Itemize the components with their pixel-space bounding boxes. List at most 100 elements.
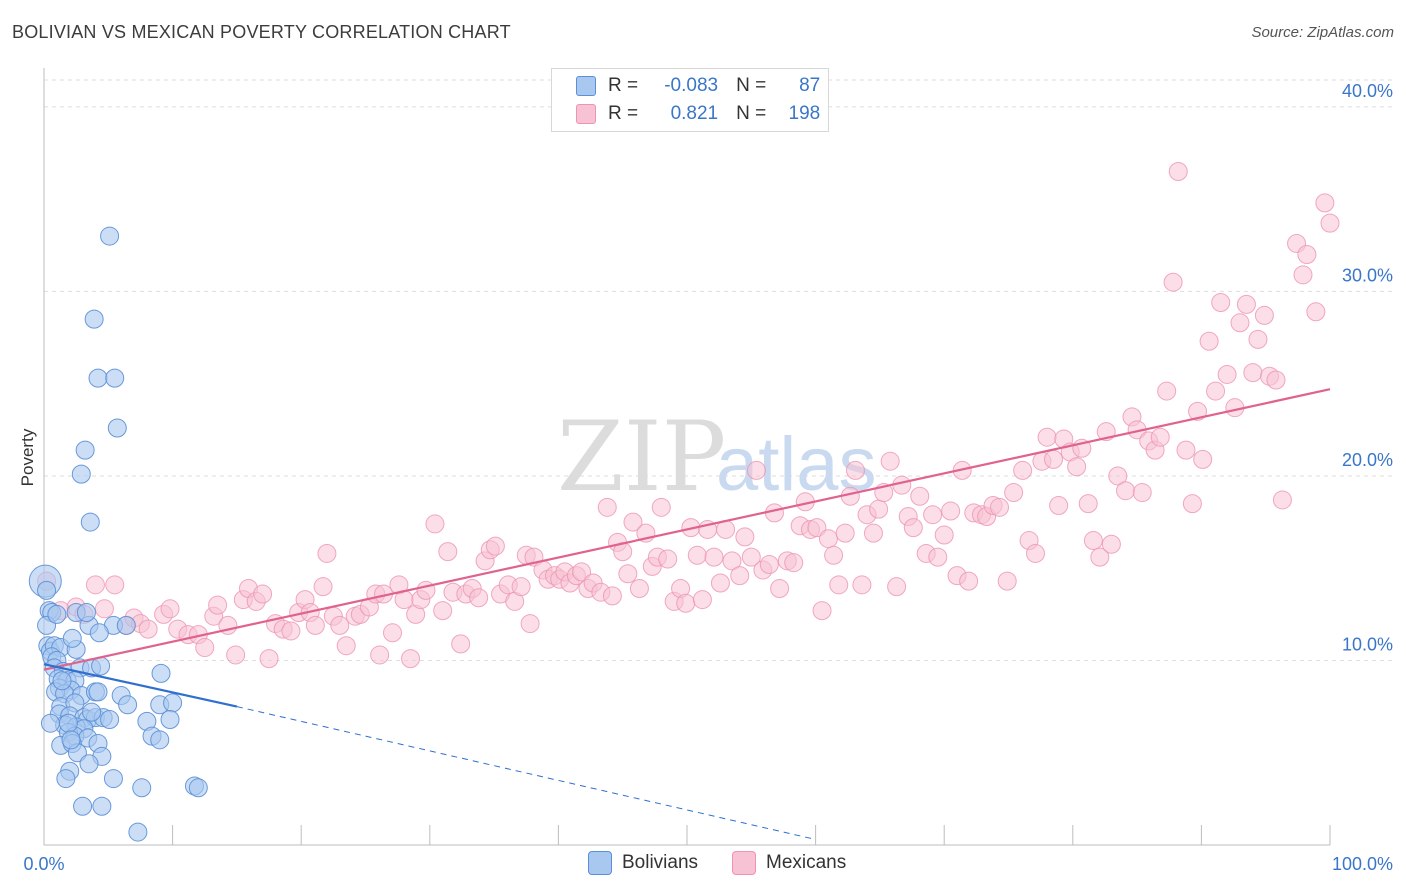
mexicans-point	[1049, 495, 1069, 515]
mexicans-point	[85, 575, 105, 595]
mexicans-point	[1211, 293, 1231, 312]
mexicans-point	[438, 542, 458, 562]
mexicans-point	[401, 649, 421, 669]
mexicans-point	[1230, 313, 1250, 333]
mexicans-point	[824, 545, 844, 565]
mexicans-point	[903, 518, 923, 538]
bolivians-point	[92, 796, 112, 816]
mexicans-point	[1320, 213, 1340, 233]
mexicans-trend-line	[43, 388, 1331, 671]
mexicans-point	[138, 619, 158, 639]
bolivians-point	[62, 628, 82, 648]
mexicans-label: Mexicans	[766, 852, 847, 873]
mexicans-point	[602, 586, 622, 606]
bolivians-point	[73, 796, 93, 816]
mexicans-point	[253, 584, 273, 604]
bolivians-point	[40, 713, 60, 733]
series-legend-bolivians[interactable]: Bolivians	[588, 851, 698, 875]
mexicans-point	[910, 486, 930, 506]
mexicans-point	[370, 645, 390, 665]
legend-n-label: N =	[736, 75, 767, 96]
mexicans-point	[989, 497, 1009, 517]
mexicans-point	[807, 518, 827, 538]
mexicans-point	[330, 615, 350, 635]
mexicans-point	[1272, 490, 1292, 510]
bolivians-point	[128, 822, 148, 842]
mexicans-point	[629, 579, 649, 599]
mexicans-point	[623, 512, 643, 532]
mexicans-point	[597, 497, 617, 517]
mexicans-point	[759, 555, 779, 575]
mexicans-point	[1206, 381, 1226, 401]
mexicans-point	[195, 638, 215, 658]
mexicans-point	[1083, 531, 1103, 551]
mexicans-point	[812, 601, 832, 621]
mexicans-point	[1108, 466, 1128, 486]
mexicans-point	[425, 514, 445, 534]
mexicans-point	[105, 575, 125, 595]
legend-r-label: R =	[608, 75, 639, 96]
bolivians-label: Bolivians	[622, 852, 699, 873]
mexicans-point	[651, 497, 671, 517]
mexicans-point	[94, 599, 114, 619]
mexicans-point	[1199, 331, 1219, 351]
x-tick-label: 100.0%	[1332, 854, 1393, 874]
mexicans-point	[1293, 265, 1313, 285]
mexicans-point	[928, 547, 948, 567]
bolivians-swatch	[588, 851, 612, 875]
legend-swatch-mexicans	[576, 104, 596, 124]
bolivians-point	[82, 702, 102, 722]
x-tick-label: 0.0%	[23, 854, 64, 874]
mexicans-point	[160, 599, 180, 619]
axes	[43, 68, 1331, 846]
mexicans-point	[770, 579, 790, 599]
bolivians-point	[79, 754, 99, 774]
y-tick-label: 30.0%	[1342, 265, 1393, 285]
mexicans-point	[746, 460, 766, 480]
series-legend: Bolivians Mexicans	[0, 851, 1406, 879]
mexicans-point	[1254, 305, 1274, 325]
bolivians-point	[116, 615, 136, 635]
mexicans-point	[618, 564, 638, 584]
bolivians-point	[150, 730, 170, 750]
bolivians-point	[88, 368, 108, 388]
mexicans-point	[1315, 193, 1335, 213]
bolivians-trend-line	[43, 663, 238, 708]
mexicans-point	[572, 562, 592, 582]
mexicans-point	[676, 593, 696, 613]
bolivians-point	[107, 418, 127, 438]
mexicans-point	[997, 571, 1017, 591]
watermark-zip: ZIP	[557, 401, 726, 513]
correlation-legend: R = -0.083 N = 87 R = 0.821 N = 198	[551, 68, 829, 132]
mexicans-point	[829, 575, 849, 595]
mexicans-point	[959, 571, 979, 591]
trend-lines	[43, 388, 1331, 840]
mexicans-point	[1037, 427, 1057, 447]
bolivians-point	[84, 309, 104, 329]
mexicans-point	[1157, 381, 1177, 401]
mexicans-point	[1132, 483, 1152, 503]
mexicans-point	[818, 529, 838, 549]
mexicans-point	[313, 577, 333, 597]
mexicans-point	[1248, 329, 1268, 349]
mexicans-swatch	[732, 851, 756, 875]
y-tick-label: 20.0%	[1342, 450, 1393, 470]
bolivians-point	[56, 769, 76, 789]
gridlines	[44, 79, 1392, 661]
legend-r-value: 0.821	[670, 103, 719, 124]
mexicans-point	[722, 551, 742, 571]
series-legend-mexicans[interactable]: Mexicans	[732, 851, 846, 875]
mexicans-point	[887, 577, 907, 597]
legend-n-value: 87	[799, 75, 821, 96]
mexicans-point	[1116, 481, 1136, 501]
mexicans-point	[433, 601, 453, 621]
legend-r-value: -0.083	[664, 75, 719, 96]
bolivians-point	[71, 464, 91, 484]
mexicans-point	[469, 588, 489, 608]
bolivians-point	[76, 603, 96, 622]
mexicans-point	[845, 460, 865, 480]
mexicans-point	[451, 634, 471, 654]
mexicans-point	[1150, 427, 1170, 447]
bolivians-point	[58, 713, 78, 733]
